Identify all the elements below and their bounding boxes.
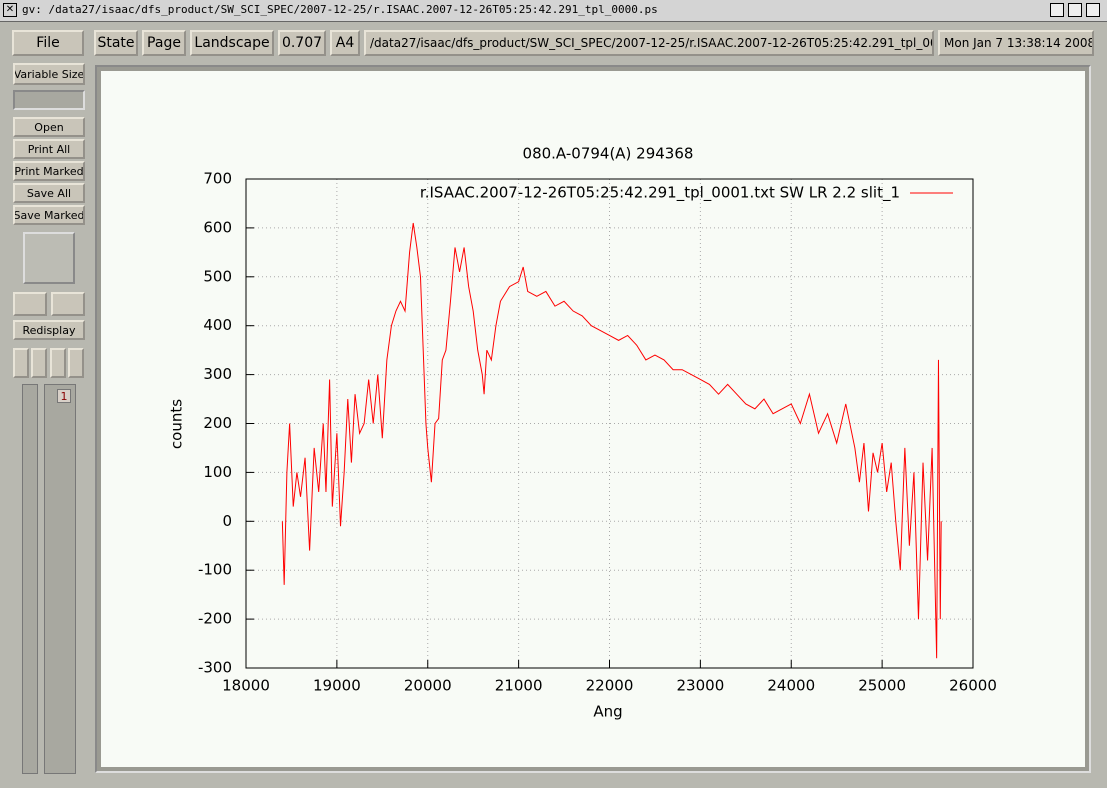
x-tick-label: 21000 bbox=[495, 677, 543, 695]
y-tick-label: -200 bbox=[198, 610, 232, 628]
state-button[interactable]: State bbox=[94, 30, 138, 56]
y-tick-label: -300 bbox=[198, 659, 232, 677]
location: /data27/isaac/dfs_product/SW_SCI_SPEC/20… bbox=[364, 30, 934, 56]
chart-title: 080.A-0794(A) 294368 bbox=[523, 145, 694, 163]
page-number[interactable]: 1 bbox=[57, 389, 71, 403]
orientation-button[interactable]: Landscape bbox=[190, 30, 274, 56]
sidebar-button[interactable]: Save Marked bbox=[13, 205, 85, 225]
page-list: 1 bbox=[44, 384, 76, 774]
x-tick-label: 19000 bbox=[313, 677, 361, 695]
y-tick-label: 100 bbox=[203, 463, 232, 481]
minimize[interactable] bbox=[1050, 3, 1064, 17]
sidebar-button[interactable]: Redisplay bbox=[13, 320, 85, 340]
prev-page[interactable] bbox=[13, 292, 47, 316]
mark-icon[interactable] bbox=[50, 348, 66, 378]
plot-frame bbox=[245, 178, 974, 669]
title-bar: ✕ gv: /data27/isaac/dfs_product/SW_SCI_S… bbox=[0, 0, 1107, 22]
page-button[interactable]: Page bbox=[142, 30, 186, 56]
status-field bbox=[13, 90, 85, 110]
y-tick-label: -100 bbox=[198, 561, 232, 579]
date: Mon Jan 7 13:38:14 2008 bbox=[938, 30, 1094, 56]
sidebar-button[interactable]: Save All bbox=[13, 183, 85, 203]
sidebar-button[interactable]: Open bbox=[13, 117, 85, 137]
x-tick-label: 23000 bbox=[677, 677, 725, 695]
next-page[interactable] bbox=[51, 292, 85, 316]
legend-label: r.ISAAC.2007-12-26T05:25:42.291_tpl_0001… bbox=[420, 184, 900, 203]
y-axis-label: counts bbox=[168, 399, 186, 449]
mark-icon[interactable] bbox=[13, 348, 29, 378]
data-line bbox=[281, 222, 942, 659]
scale-button[interactable]: 0.707 bbox=[278, 30, 326, 56]
y-tick-label: 600 bbox=[203, 218, 232, 236]
x-tick-label: 18000 bbox=[222, 677, 270, 695]
x-tick-label: 25000 bbox=[858, 677, 906, 695]
y-tick-label: 700 bbox=[203, 170, 232, 188]
window-title: gv: /data27/isaac/dfs_product/SW_SCI_SPE… bbox=[22, 3, 658, 16]
sidebar-button[interactable]: Print Marked bbox=[13, 161, 85, 181]
x-axis-label: Ang bbox=[593, 703, 622, 721]
y-tick-label: 500 bbox=[203, 267, 232, 285]
page-chart: 080.A-0794(A) 294368 Ang counts -300 -200… bbox=[101, 71, 1085, 767]
close[interactable] bbox=[1086, 3, 1100, 17]
x-tick-label: 26000 bbox=[949, 677, 997, 695]
y-tick-label: 200 bbox=[203, 414, 232, 432]
file-button[interactable]: File bbox=[12, 30, 84, 56]
y-tick-label: 0 bbox=[222, 512, 232, 530]
y-tick-label: 300 bbox=[203, 365, 232, 383]
x-tick-label: 22000 bbox=[586, 677, 634, 695]
mark-icon[interactable] bbox=[31, 348, 47, 378]
x-tick-label: 20000 bbox=[404, 677, 452, 695]
sidebar-button[interactable]: Variable Size bbox=[13, 63, 85, 85]
maximize[interactable] bbox=[1068, 3, 1082, 17]
sidebar-button[interactable]: Print All bbox=[13, 139, 85, 159]
media-button[interactable]: A4 bbox=[330, 30, 360, 56]
mark-icon[interactable] bbox=[68, 348, 84, 378]
x-tick-label: 24000 bbox=[767, 677, 815, 695]
y-tick-label: 400 bbox=[203, 316, 232, 334]
scrollbar[interactable] bbox=[22, 384, 38, 774]
page-background bbox=[101, 71, 1085, 767]
close-icon[interactable]: ✕ bbox=[3, 3, 17, 17]
panner[interactable] bbox=[23, 232, 75, 284]
